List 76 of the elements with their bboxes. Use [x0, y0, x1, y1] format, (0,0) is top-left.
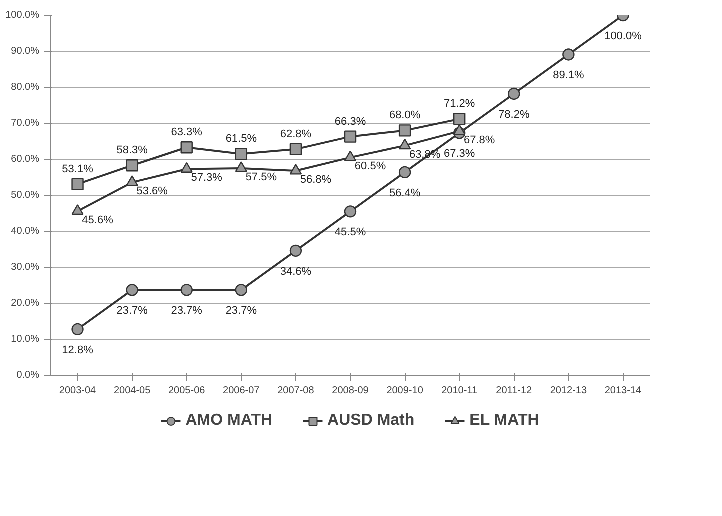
y-tick-label: 80.0% [11, 82, 40, 93]
x-tick-label: 2005-06 [168, 386, 206, 396]
y-tick-label: 60.0% [11, 154, 40, 165]
legend-label: AUSD Math [328, 412, 415, 430]
point [290, 244, 302, 258]
data-label: 45.6% [82, 214, 114, 226]
point [126, 160, 138, 172]
data-label: 56.4% [389, 187, 421, 200]
data-label: 62.8% [280, 128, 312, 140]
y-tick-label: 90.0% [11, 46, 40, 57]
x-tick-label: 2012-13 [550, 386, 588, 396]
y-tick-label: 0.0% [16, 370, 40, 381]
legend-label: AMO MATH [186, 412, 273, 430]
y-tick-label: 100.0% [6, 10, 40, 21]
y-tick-label: 40.0% [11, 226, 40, 237]
y-tick-label: 10.0% [11, 334, 40, 345]
legend-label: EL MATH [470, 412, 540, 430]
x-tick-label: 2006-07 [223, 386, 260, 396]
data-label: 58.3% [116, 144, 148, 157]
point [344, 150, 357, 162]
point [180, 284, 193, 296]
point [453, 124, 466, 136]
point [235, 284, 248, 296]
point [398, 138, 412, 150]
point [290, 164, 302, 175]
data-label: 12.8% [62, 344, 94, 356]
data-label: 53.6% [136, 186, 168, 198]
x-tick-label: 2010-11 [442, 386, 478, 396]
point [72, 178, 84, 190]
data-label: 67.8% [464, 134, 496, 146]
data-label: 45.5% [334, 226, 366, 239]
point [72, 204, 84, 216]
point [180, 142, 193, 154]
y-tick-label: 70.0% [11, 118, 40, 129]
x-tick-label: 2009-10 [386, 386, 424, 396]
point [398, 166, 412, 179]
data-label: 56.8% [300, 174, 332, 186]
point [344, 206, 357, 218]
x-tick-label: 2008-09 [332, 386, 370, 396]
data-label: 23.7% [226, 305, 258, 318]
point [562, 48, 575, 61]
data-label: 63.3% [171, 126, 203, 139]
data-label: 60.5% [354, 160, 386, 173]
data-label: 23.7% [116, 305, 148, 318]
y-tick-label: 20.0% [11, 298, 40, 309]
data-label: 71.2% [444, 98, 476, 110]
data-label: 57.3% [191, 172, 223, 184]
data-label: 61.5% [226, 133, 258, 146]
data-label: 57.5% [246, 172, 278, 184]
y-tick-label: 50.0% [11, 190, 40, 201]
point [235, 148, 248, 160]
point [126, 176, 138, 186]
data-label: 100.0% [604, 30, 642, 42]
point [72, 323, 84, 336]
point [235, 162, 248, 172]
x-tick-label: 2003-04 [59, 386, 97, 396]
data-label: 89.1% [553, 70, 584, 82]
data-label: 68.0% [389, 110, 421, 122]
point [180, 162, 193, 173]
y-tick-label: 30.0% [11, 262, 40, 273]
point [290, 143, 302, 156]
data-label: 34.6% [280, 266, 312, 278]
data-label: 23.7% [171, 305, 203, 318]
point [508, 88, 520, 100]
x-tick-label: 2013-14 [604, 386, 642, 396]
x-tick-label: 2011-12 [496, 386, 533, 396]
data-label: 78.2% [498, 108, 530, 121]
x-tick-label: 2004-05 [114, 386, 152, 396]
data-label: 66.3% [334, 116, 366, 128]
point [126, 284, 138, 296]
data-label: 53.1% [62, 163, 94, 176]
point [453, 113, 466, 126]
point [398, 124, 412, 137]
point [344, 130, 357, 143]
data-label: 67.3% [444, 148, 476, 160]
x-tick-label: 2007-08 [278, 386, 315, 396]
